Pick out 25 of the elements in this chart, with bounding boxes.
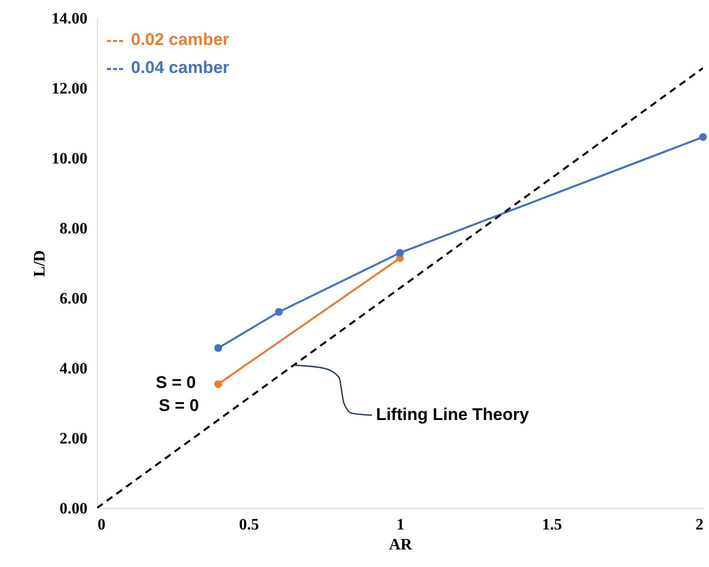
y-tick-label: 4.00 (60, 360, 88, 378)
point (214, 380, 222, 388)
y-tick-label: 8.00 (60, 220, 88, 238)
y-tick-label: 10.00 (52, 150, 88, 168)
y-tick-label: 2.00 (60, 430, 88, 448)
x-tick-label: 0 (98, 516, 106, 534)
point (274, 308, 283, 316)
annotation: Lifting Line Theory (376, 405, 530, 424)
y-tick-label: 12.00 (52, 80, 88, 98)
point (214, 344, 222, 352)
y-tick-label: 6.00 (60, 290, 88, 308)
x-axis-title: AR (388, 536, 412, 554)
annotation: S = 0 (158, 396, 199, 415)
legend-label: 0.02 camber (131, 30, 230, 49)
annotation: S = 0 (156, 373, 196, 392)
y-axis-title: L/D (32, 250, 48, 277)
point (699, 133, 707, 141)
x-tick-label: 1 (396, 516, 404, 534)
x-tick-label: 2 (696, 516, 704, 534)
y-tick-label: 0.00 (60, 500, 88, 518)
x-tick-label: 0.5 (239, 516, 259, 534)
y-tick-label: 14.00 (52, 10, 88, 28)
x-tick-label: 1.5 (542, 516, 562, 534)
legend-label: 0.04 camber (131, 58, 230, 77)
point (396, 248, 404, 257)
